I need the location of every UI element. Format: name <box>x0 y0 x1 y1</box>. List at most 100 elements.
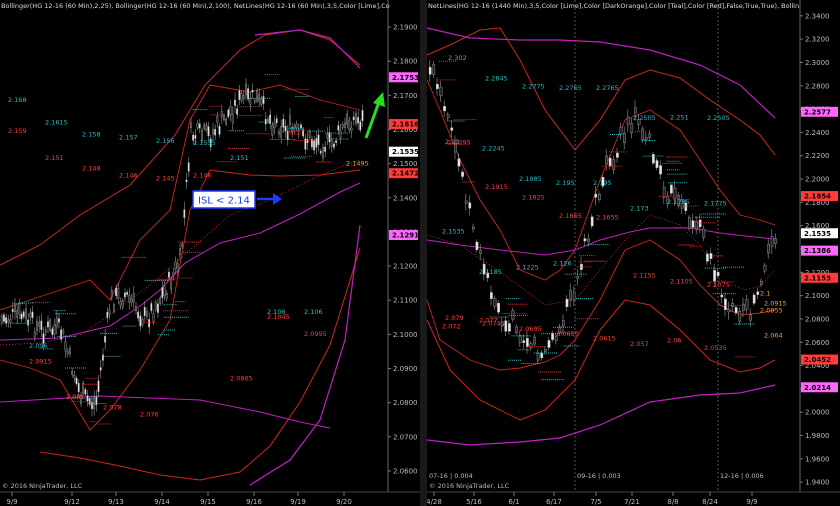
bollinger-middle-line <box>426 214 776 306</box>
candle-body <box>174 261 177 269</box>
candle-body <box>104 336 107 343</box>
netline-label-red: 2.146 <box>119 171 138 179</box>
candle-body <box>670 184 673 194</box>
netline-label-red: 2.1655 <box>596 213 619 221</box>
candle-body <box>731 303 734 307</box>
netline-label-teal: 2.157 <box>119 134 138 142</box>
candle-body <box>205 124 208 130</box>
y-tick-label: 2.0700 <box>393 433 418 441</box>
candle-body <box>774 238 778 244</box>
x-tick-label: 9/19 <box>290 498 306 506</box>
candle-body <box>727 309 731 313</box>
candle-body <box>311 138 313 148</box>
netline-label-teal: 2.096 <box>29 342 48 350</box>
candle-body <box>677 195 680 206</box>
candle-body <box>209 138 212 148</box>
candle-body <box>95 396 98 406</box>
candle-body <box>132 293 135 303</box>
candle-body <box>569 290 572 301</box>
candle-body <box>40 320 43 331</box>
x-tick-label: 9/12 <box>64 498 80 506</box>
candle-body <box>662 187 666 198</box>
netline-label-teal: 2.1225 <box>516 263 539 271</box>
price-marker <box>801 272 838 283</box>
candle-body <box>346 113 349 125</box>
candle-body <box>222 115 225 121</box>
candle-body <box>344 122 346 128</box>
candle-body <box>359 121 362 131</box>
netline-label-teal: 2.1185 <box>479 268 502 276</box>
bollinger-lower-band <box>426 299 776 421</box>
candle-body <box>161 287 164 299</box>
price-marker-label: 2.0452 <box>804 356 831 364</box>
netline-label-red: 2.079 <box>445 314 464 322</box>
price-marker <box>389 72 418 83</box>
candle-body <box>99 367 102 371</box>
price-marker <box>389 119 418 130</box>
candle-body <box>36 320 38 331</box>
candle-body <box>515 326 518 333</box>
candle-body <box>713 270 716 282</box>
callout-box <box>192 190 256 209</box>
candle-body <box>275 118 278 124</box>
candle-body <box>145 310 148 317</box>
candle-body <box>450 127 454 131</box>
candle-body <box>587 238 590 242</box>
candle-body <box>313 139 316 151</box>
candle-body <box>322 146 324 159</box>
candle-body <box>490 292 493 300</box>
netline-label-teal: 2.126 <box>553 259 572 267</box>
copyright-footer: © 2016 NinjaTrader, LLC <box>429 482 510 490</box>
candle-body <box>504 320 508 332</box>
candle-body <box>289 115 291 126</box>
candle-body <box>335 140 338 143</box>
candle-body <box>139 315 142 327</box>
bollinger-inner-upper <box>426 79 776 281</box>
candle-body <box>159 297 162 304</box>
candle-body <box>236 108 239 115</box>
netline-label-red: 2.072 <box>442 322 461 330</box>
candle-body <box>352 116 355 121</box>
x-tick-label: 8/24 <box>702 498 718 506</box>
candle-body <box>770 236 774 247</box>
y-tick-label: 2.1600 <box>805 222 830 230</box>
price-marker <box>801 228 838 239</box>
x-tick-label: 4/28 <box>426 498 442 506</box>
candle-body <box>348 119 351 131</box>
netline-label-teal: 2.1615 <box>45 118 68 126</box>
candle-body <box>544 348 547 352</box>
candle-body <box>112 304 115 312</box>
candle-body <box>688 217 691 229</box>
candle-body <box>357 117 360 124</box>
candle-body <box>472 226 475 230</box>
contract-label: 12-16 | 0.006 <box>720 472 764 480</box>
candle-body <box>31 311 34 318</box>
candle-body <box>148 319 151 328</box>
candle-body <box>170 281 173 290</box>
candle-body <box>551 333 554 340</box>
candle-body <box>7 319 10 323</box>
netline-label-red: 2.057 <box>630 340 649 348</box>
netline-label-red: 2.0695 <box>519 325 542 333</box>
netline-label-teal: 2.168 <box>8 96 27 104</box>
netline-label-red: 2.1155 <box>633 272 656 280</box>
netline-label-teal: 2.251 <box>670 114 689 122</box>
candle-body <box>273 122 276 128</box>
netline-label-teal: 2.1535 <box>442 227 465 235</box>
candle-body <box>293 126 296 132</box>
x-tick-label: 9/14 <box>154 498 170 506</box>
candle-body <box>626 116 630 125</box>
candle-body <box>258 93 261 102</box>
candle-body <box>260 97 263 105</box>
candle-body <box>196 122 199 128</box>
candle-body <box>439 86 443 96</box>
netline-label-red: 2.1915 <box>485 183 508 191</box>
candle-body <box>189 122 192 128</box>
candle-body <box>594 193 598 198</box>
candle-body <box>42 333 45 344</box>
candle-body <box>536 352 540 361</box>
x-tick-label: 6/17 <box>546 498 562 506</box>
y-tick-label: 2.2200 <box>805 152 830 160</box>
candle-body <box>522 340 526 343</box>
price-marker-label: 2.1386 <box>804 247 831 255</box>
